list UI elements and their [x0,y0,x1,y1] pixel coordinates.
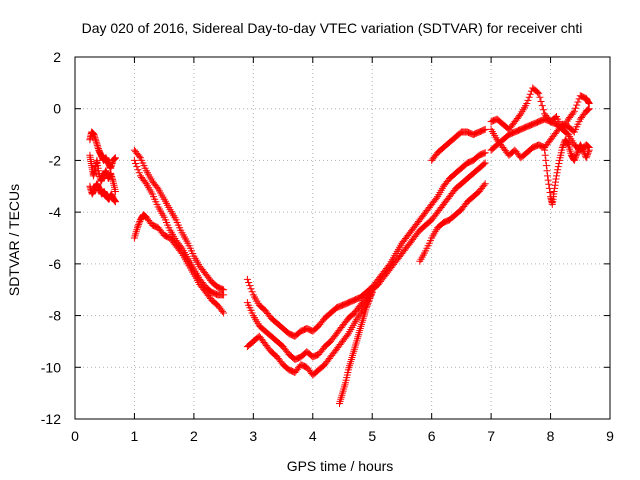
series-arc-4d [428,125,489,164]
series-arc-1a [86,128,119,172]
grid-lines [75,57,610,419]
y-tick-label: -10 [41,359,61,375]
marker-plus [336,288,376,407]
x-axis-label: GPS time / hours [287,458,394,474]
marker-plus [130,156,228,299]
marker-plus [487,105,593,162]
data-marks [86,84,593,407]
x-tick-label: 2 [190,428,198,444]
axis-ticks [74,56,611,420]
y-tick-label: -6 [49,256,62,272]
marker-plus [428,125,489,164]
marker-plus [368,159,489,294]
y-tick-label: -8 [49,308,62,324]
y-tick-labels: 2 0 -2 -4 -6 -8 -10 -12 [41,49,61,427]
series-arc-3d [336,288,376,407]
x-tick-label: 4 [309,428,317,444]
y-tick-label: 0 [53,101,61,117]
chart-title: Day 020 of 2016, Sidereal Day-to-day VTE… [82,20,583,36]
marker-plus [243,288,376,379]
x-tick-label: 8 [547,428,555,444]
y-tick-label: -2 [49,152,62,168]
series-arc-2a [130,146,228,294]
series-arc-2c [130,211,228,317]
marker-plus [243,286,376,363]
series-arc-1c [86,180,119,206]
y-tick-label: -4 [49,204,62,220]
x-tick-label: 9 [606,428,614,444]
x-tick-label: 3 [249,428,257,444]
series-arc-1b [86,151,119,195]
marker-plus [541,136,593,208]
series-arc-3b [243,286,376,363]
plot-frame [74,56,611,420]
marker-plus [416,180,489,265]
series-arc-3c [243,288,376,379]
y-tick-label: -12 [41,411,61,427]
marker-plus [86,151,119,195]
x-tick-label: 6 [428,428,436,444]
marker-plus [243,275,376,340]
x-tick-label: 1 [131,428,139,444]
marker-plus [130,146,228,294]
x-tick-label: 0 [71,428,79,444]
marker-plus [86,180,119,206]
marker-plus [130,211,228,317]
series-arc-2b [130,156,228,299]
x-tick-label: 7 [487,428,495,444]
series-arc-5d [541,136,593,208]
x-tick-labels: 0 1 2 3 4 5 6 7 8 9 [71,428,614,444]
series-arc-3a [243,275,376,340]
series-arc-4c [416,180,489,265]
y-axis-label: SDTVAR / TECUs [6,184,22,296]
x-tick-label: 5 [368,428,376,444]
series-arc-4b [368,159,489,294]
series-arc-5c [487,105,593,162]
y-tick-label: 2 [53,49,61,65]
marker-plus [86,128,119,172]
